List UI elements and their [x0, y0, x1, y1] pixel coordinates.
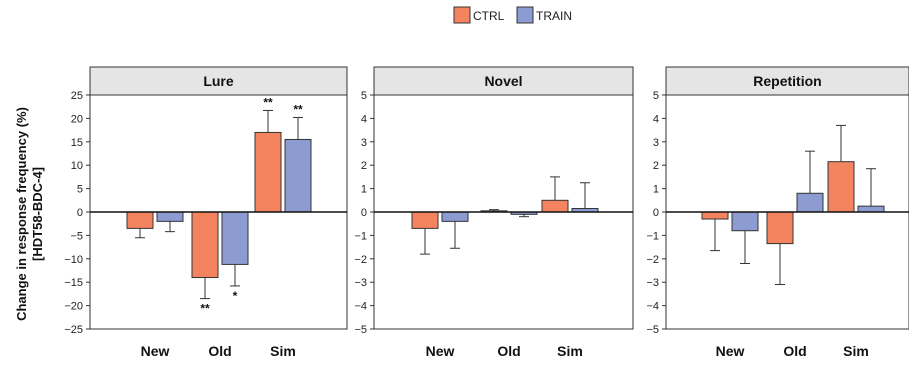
bar-ctrl-old	[191, 211, 219, 279]
bar-ctrl-new	[411, 211, 439, 229]
y-axis-title-line2: [HDT58-BDC-4]	[30, 167, 45, 261]
bar-ctrl-new	[701, 211, 729, 220]
y-tick-label: 5	[361, 90, 367, 102]
y-tick-label: 3	[361, 137, 367, 149]
bar-train-new	[156, 211, 184, 222]
x-tick-label: New	[716, 343, 745, 359]
y-tick-label: −5	[354, 324, 367, 336]
panel-title: Lure	[203, 73, 234, 89]
y-tick-label: 5	[653, 90, 659, 102]
y-tick-label: −15	[64, 277, 83, 289]
bar-train-sim	[857, 205, 885, 213]
y-tick-label: −25	[64, 324, 83, 336]
y-tick-label: 15	[71, 137, 83, 149]
y-tick-label: −4	[354, 301, 367, 313]
y-axis-title: Change in response frequency (%) [HDT58-…	[14, 107, 45, 321]
legend: CTRL TRAIN	[453, 6, 572, 24]
y-tick-label: −4	[646, 301, 659, 313]
bar-ctrl-new	[126, 211, 154, 229]
y-tick-label: 25	[71, 90, 83, 102]
legend-label-train: TRAIN	[536, 9, 572, 23]
x-tick-label: Sim	[557, 343, 583, 359]
bar-ctrl-sim	[541, 199, 569, 213]
y-tick-label: 2	[653, 160, 659, 172]
y-tick-label: 4	[653, 113, 659, 125]
panel-title: Novel	[484, 73, 522, 89]
y-tick-label: −1	[646, 230, 659, 242]
x-tick-label: Old	[783, 343, 806, 359]
bar-ctrl-sim	[827, 161, 855, 213]
significance-marker: *	[233, 289, 238, 303]
significance-marker: **	[200, 302, 210, 316]
y-tick-label: 10	[71, 160, 83, 172]
x-tick-label: Sim	[270, 343, 296, 359]
legend-label-ctrl: CTRL	[473, 9, 505, 23]
panel-header	[89, 66, 348, 96]
panel-repetition: Repetition 5 4 3 2 1 0 −1 −2 −3 −4 −5 New Old Sim	[646, 66, 909, 359]
y-tick-label: −3	[354, 277, 367, 289]
panel-title: Repetition	[753, 73, 821, 89]
bar-train-new	[441, 211, 469, 222]
significance-marker: **	[263, 95, 273, 109]
y-tick-label: 0	[653, 207, 659, 219]
x-tick-label: Old	[208, 343, 231, 359]
x-tick-label: Old	[497, 343, 520, 359]
panel-header	[665, 66, 909, 96]
y-tick-label: −3	[646, 277, 659, 289]
x-tick-label: New	[141, 343, 170, 359]
y-tick-label: −5	[70, 230, 83, 242]
bar-train-new	[731, 211, 759, 232]
y-tick-label: 20	[71, 113, 83, 125]
y-tick-label: −10	[64, 254, 83, 266]
significance-marker: **	[293, 102, 303, 116]
legend-swatch-ctrl	[453, 6, 471, 24]
y-tick-label: 4	[361, 113, 367, 125]
bar-ctrl-sim	[254, 131, 282, 213]
y-tick-label: −2	[646, 254, 659, 266]
y-tick-label: −2	[354, 254, 367, 266]
y-tick-label: 1	[361, 184, 367, 196]
bar-ctrl-old	[766, 211, 794, 245]
y-tick-label: 1	[653, 184, 659, 196]
bar-train-sim	[284, 138, 312, 213]
y-axis-title-line1: Change in response frequency (%)	[14, 107, 29, 321]
legend-swatch-train	[516, 6, 534, 24]
y-tick-label: −20	[64, 301, 83, 313]
panel-novel: Novel 5 4 3 2 1 0 −1 −2 −3 −4 −5 New Old Sim	[354, 66, 634, 359]
y-tick-label: 2	[361, 160, 367, 172]
y-tick-label: 0	[361, 207, 367, 219]
x-tick-label: Sim	[843, 343, 869, 359]
y-tick-label: −1	[354, 230, 367, 242]
y-tick-label: −5	[646, 324, 659, 336]
y-tick-label: 0	[77, 207, 83, 219]
bar-train-old	[796, 192, 824, 213]
bar-train-old	[221, 211, 249, 265]
panel-header	[373, 66, 634, 96]
x-tick-label: New	[426, 343, 455, 359]
y-tick-label: 3	[653, 137, 659, 149]
y-tick-label: 5	[77, 184, 83, 196]
